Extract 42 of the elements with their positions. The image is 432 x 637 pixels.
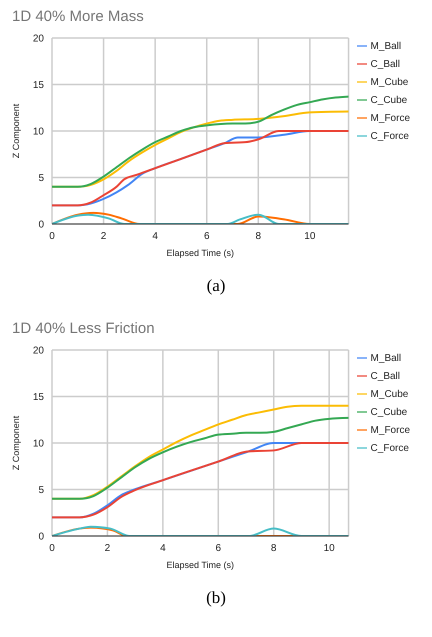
x-axis-title: Elapsed Time (s) (166, 248, 234, 258)
x-tick-label: 10 (324, 543, 336, 554)
y-tick-label: 15 (32, 80, 44, 92)
legend-label: M_Cube (370, 389, 408, 400)
y-tick-label: 0 (38, 532, 44, 543)
legend-label: C_Force (370, 131, 409, 142)
legend-label: M_Ball (370, 41, 402, 52)
y-tick-label: 10 (32, 126, 44, 138)
legend-label: C_Ball (370, 371, 400, 382)
x-tick-label: 8 (256, 231, 262, 242)
chart-title: 1D 40% Less Friction (11, 320, 156, 339)
x-axis-title: Elapsed Time (s) (166, 560, 234, 570)
y-tick-label: 5 (38, 173, 44, 184)
y-axis-title: Z Component (11, 415, 22, 470)
x-tick-label: 0 (49, 231, 56, 242)
x-tick-label: 10 (304, 231, 316, 242)
legend-label: C_Ball (370, 59, 400, 70)
legend-label: M_Force (370, 113, 410, 124)
legend-label: C_Cube (370, 407, 408, 418)
y-tick-label: 20 (32, 346, 44, 357)
legend-label: C_Force (370, 443, 409, 454)
chart-title: 1D 40% More Mass (11, 8, 145, 27)
y-tick-label: 10 (32, 438, 44, 450)
x-tick-label: 4 (152, 231, 158, 242)
y-axis-title: Z Component (11, 103, 22, 158)
y-tick-label: 5 (38, 485, 44, 496)
legend-label: C_Cube (370, 95, 408, 106)
y-tick-label: 0 (38, 220, 44, 231)
x-tick-label: 2 (104, 543, 111, 554)
y-tick-label: 20 (32, 34, 44, 45)
legend-label: M_Force (370, 425, 410, 436)
x-tick-label: 8 (270, 543, 277, 554)
x-tick-label: 0 (49, 543, 56, 554)
x-tick-label: 6 (216, 543, 222, 554)
x-tick-label: 2 (100, 231, 107, 242)
text: (a) (206, 276, 226, 296)
legend-label: M_Cube (370, 77, 408, 88)
legend-label: M_Ball (370, 353, 402, 364)
x-tick-label: 6 (204, 231, 210, 242)
y-tick-label: 15 (32, 392, 44, 404)
x-tick-label: 4 (160, 543, 166, 554)
text: (b) (205, 588, 227, 608)
